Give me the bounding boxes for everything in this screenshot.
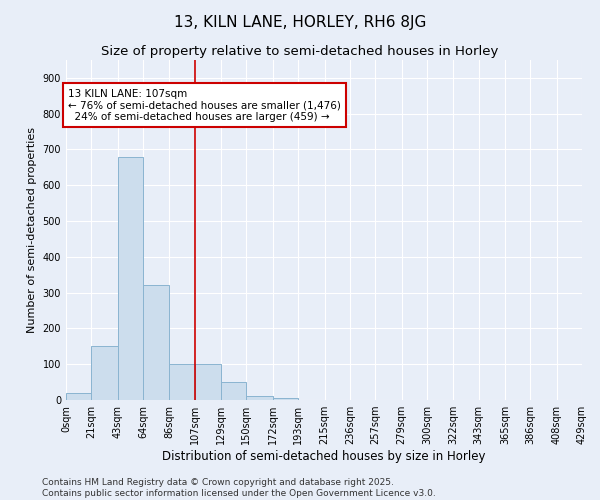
Text: Size of property relative to semi-detached houses in Horley: Size of property relative to semi-detach… (101, 45, 499, 58)
Text: Contains HM Land Registry data © Crown copyright and database right 2025.
Contai: Contains HM Land Registry data © Crown c… (42, 478, 436, 498)
Text: 13 KILN LANE: 107sqm
← 76% of semi-detached houses are smaller (1,476)
  24% of : 13 KILN LANE: 107sqm ← 76% of semi-detac… (68, 88, 341, 122)
Bar (221, 382, 247, 400)
Bar (194, 364, 221, 400)
Bar (247, 396, 273, 400)
Bar (66, 393, 91, 400)
X-axis label: Distribution of semi-detached houses by size in Horley: Distribution of semi-detached houses by … (162, 450, 486, 463)
Bar (169, 364, 194, 400)
Bar (143, 286, 169, 400)
Bar (118, 156, 143, 400)
Text: 13, KILN LANE, HORLEY, RH6 8JG: 13, KILN LANE, HORLEY, RH6 8JG (174, 15, 426, 30)
Bar (91, 346, 118, 400)
Y-axis label: Number of semi-detached properties: Number of semi-detached properties (27, 127, 37, 333)
Bar (273, 398, 298, 400)
